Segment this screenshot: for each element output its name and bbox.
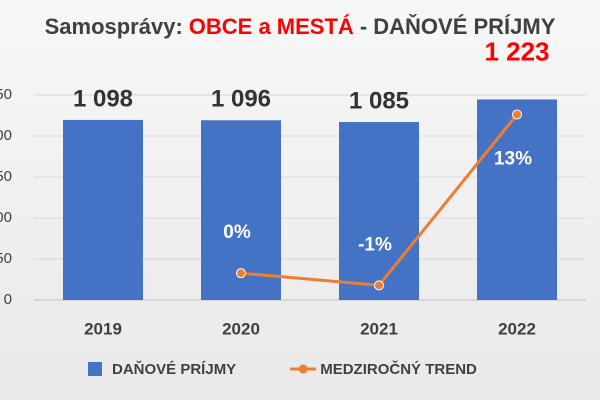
legend-swatch	[88, 362, 102, 376]
trend-marker	[512, 109, 522, 120]
trend-marker	[236, 268, 246, 279]
legend-label: DAŇOVÉ PRÍJMY	[112, 360, 236, 378]
bar-value-label: 1 096	[211, 86, 271, 113]
chart-title: Samosprávy: OBCE a MESTÁ - DAŇOVÉ PRÍJMY	[45, 14, 556, 39]
x-tick-label: 2020	[222, 319, 260, 338]
bar-value-label: 1 223	[484, 36, 549, 66]
bar-value-label: 1 085	[349, 87, 409, 114]
x-tick-label: 2019	[84, 319, 122, 338]
legend-marker	[298, 364, 308, 374]
y-tick-label: 1250	[0, 86, 12, 103]
trend-value-label: -1%	[358, 234, 392, 255]
title-part: OBCE a MESTÁ	[189, 14, 354, 39]
legend-label: MEDZIROČNÝ TREND	[320, 360, 477, 378]
y-tick-label: 500	[0, 209, 12, 226]
y-tick-label: 1000	[0, 127, 12, 144]
x-tick-label: 2021	[360, 319, 398, 338]
y-tick-label: 250	[0, 250, 12, 267]
title-part: - DAŇOVÉ PRÍJMY	[360, 14, 556, 39]
y-tick-label: 750	[0, 168, 12, 185]
x-tick-label: 2022	[498, 319, 536, 338]
bar	[63, 119, 143, 300]
bar	[339, 122, 419, 300]
trend-value-label: 13%	[494, 149, 532, 170]
y-tick-label: 0	[4, 291, 12, 308]
bar	[477, 99, 557, 300]
trend-value-label: 0%	[223, 222, 251, 243]
trend-marker	[374, 280, 384, 291]
title-part: Samosprávy:	[45, 14, 183, 39]
bar-value-label: 1 098	[73, 85, 133, 112]
